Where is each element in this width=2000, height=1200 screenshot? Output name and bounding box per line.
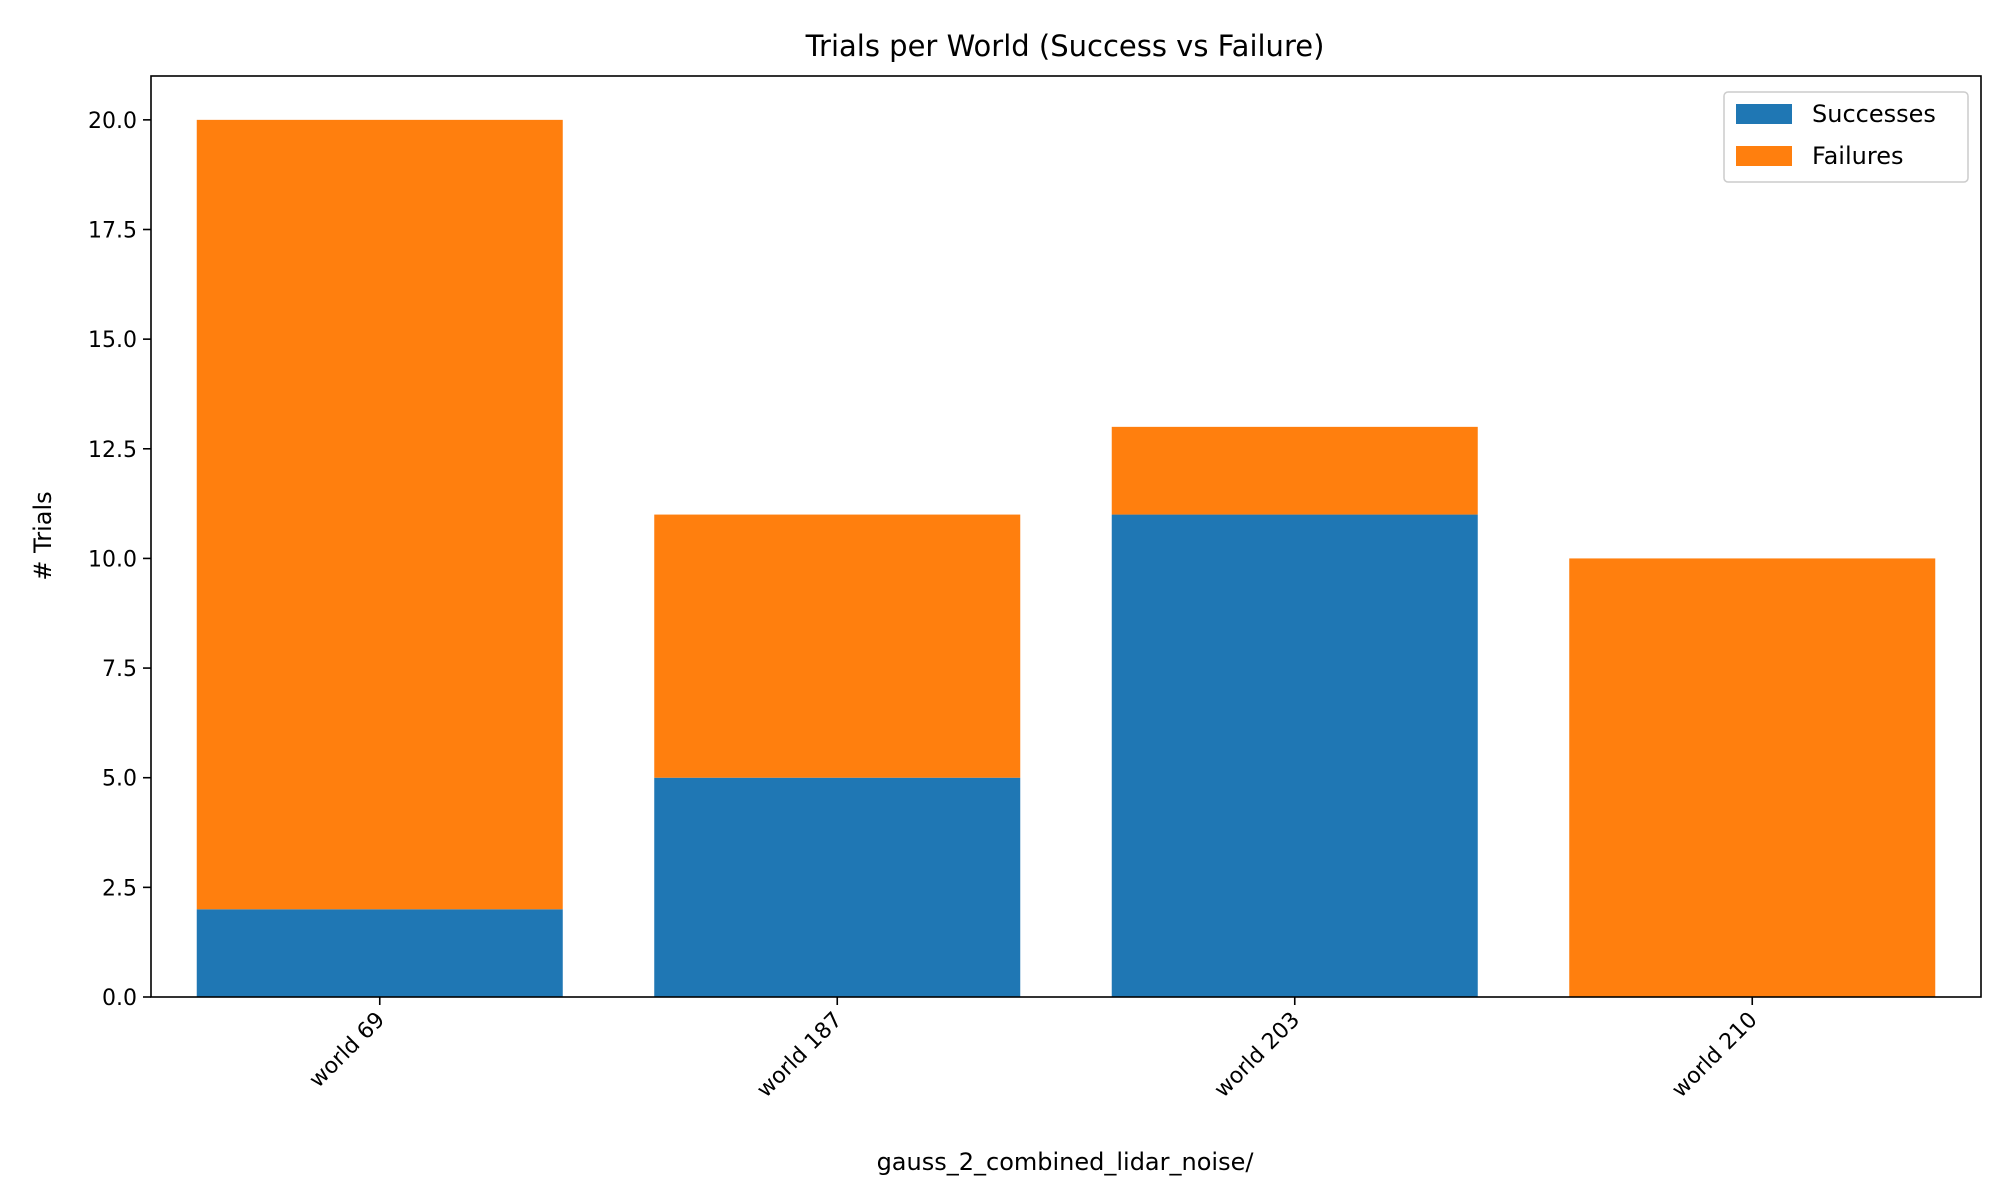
x-axis: world 69 world 187 world 203 world 210 xyxy=(305,997,1762,1103)
bar-failures-world-210 xyxy=(1569,558,1936,997)
x-axis-title: gauss_2_combined_lidar_noise/ xyxy=(877,1148,1255,1176)
bar-failures-world-187 xyxy=(654,514,1021,778)
legend: Successes Failures xyxy=(1723,91,1969,183)
legend-label-successes: Successes xyxy=(1812,100,1936,128)
bar-successes-world-187 xyxy=(654,777,1021,997)
y-tick-label: 15.0 xyxy=(88,328,137,353)
y-tick-label: 20.0 xyxy=(88,109,137,134)
x-tick-label: world 203 xyxy=(1210,1008,1305,1103)
chart-title: Trials per World (Success vs Failure) xyxy=(805,29,1325,63)
bar-failures-world-69 xyxy=(196,119,563,910)
x-tick-label: world 69 xyxy=(305,1008,390,1093)
legend-label-failures: Failures xyxy=(1812,142,1903,170)
bar-successes-world-69 xyxy=(196,909,563,997)
bars-layer xyxy=(196,119,1936,997)
bar-failures-world-203 xyxy=(1111,426,1478,515)
y-tick-label: 17.5 xyxy=(88,219,137,244)
x-tick-label: world 210 xyxy=(1667,1008,1762,1103)
y-tick-label: 10.0 xyxy=(88,547,137,572)
y-axis: 0.0 2.5 5.0 7.5 10.0 12.5 15.0 17.5 20.0 xyxy=(88,109,151,1011)
legend-swatch-failures xyxy=(1736,146,1792,166)
y-tick-label: 0.0 xyxy=(102,986,137,1011)
x-tick-label: world 187 xyxy=(752,1008,847,1103)
y-tick-label: 12.5 xyxy=(88,438,137,463)
y-axis-title: # Trials xyxy=(29,491,57,580)
y-tick-label: 5.0 xyxy=(102,767,137,792)
legend-swatch-successes xyxy=(1736,104,1792,124)
bar-successes-world-203 xyxy=(1111,514,1478,997)
y-tick-label: 7.5 xyxy=(102,657,137,682)
plot-frame xyxy=(150,75,1982,998)
y-tick-label: 2.5 xyxy=(102,876,137,901)
